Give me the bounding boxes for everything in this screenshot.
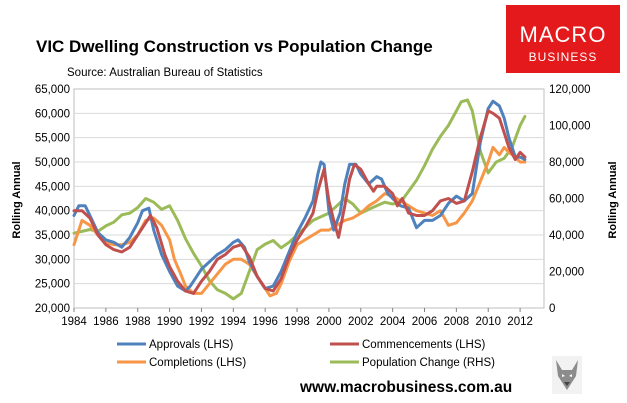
y-axis-right-ticks: 0 20,000 40,000 60,000 80,000 100,000 120,000 <box>549 84 591 315</box>
x-tick-label: 1996 <box>252 316 278 328</box>
y-right-tick-label: 40,000 <box>549 230 584 242</box>
legend-label-approvals: Approvals (LHS) <box>149 339 234 351</box>
legend-label-population: Population Change (RHS) <box>362 357 495 369</box>
y-right-tick-label: 60,000 <box>549 194 584 206</box>
x-tick-label: 2010 <box>475 316 501 328</box>
y-left-tick-label: 30,000 <box>35 254 70 266</box>
x-tick-label: 2012 <box>507 316 533 328</box>
y-left-tick-label: 35,000 <box>35 230 70 242</box>
macrobusiness-logo: MACRO BUSINESS <box>506 5 620 73</box>
x-tick-label: 2004 <box>380 316 406 328</box>
chart-subtitle: Source: Australian Bureau of Statistics <box>67 67 263 79</box>
x-tick-label: 1998 <box>284 316 310 328</box>
y-axis-left-ticks: 20,000 25,000 30,000 35,000 40,000 45,000 50,0… <box>35 84 70 315</box>
y-left-tick-label: 25,000 <box>35 279 70 291</box>
y-left-tick-label: 65,000 <box>35 84 70 96</box>
logo-line2: BUSINESS <box>529 50 598 64</box>
y-left-tick-label: 20,000 <box>35 303 70 315</box>
logo-line1: MACRO <box>520 22 607 47</box>
y-right-tick-label: 80,000 <box>549 157 584 169</box>
x-tick-label: 2000 <box>316 316 342 328</box>
x-tick-label: 1994 <box>221 316 247 328</box>
chart-title: VIC Dwelling Construction vs Population … <box>36 37 433 56</box>
x-tick-label: 1992 <box>189 316 215 328</box>
legend-label-commencements: Commencements (LHS) <box>362 339 486 351</box>
logo-background <box>506 5 620 73</box>
x-axis-ticks: 1984 1986 1988 1990 1992 1994 1996 1998 2000 2002… <box>61 308 533 328</box>
y-right-tick-label: 0 <box>549 303 555 315</box>
y-left-tick-label: 45,000 <box>35 181 70 193</box>
legend-label-completions: Completions (LHS) <box>149 357 246 369</box>
x-tick-label: 1984 <box>61 316 87 328</box>
x-tick-label: 2002 <box>348 316 374 328</box>
website-url: www.macrobusiness.com.au <box>299 379 512 396</box>
y-right-tick-label: 20,000 <box>549 267 584 279</box>
series-line-commencements <box>72 109 527 295</box>
y-left-tick-label: 50,000 <box>35 157 70 169</box>
series-layer <box>72 98 527 301</box>
y-axis-left-label: Rolling Annual <box>11 161 23 238</box>
x-tick-label: 1986 <box>93 316 119 328</box>
series-line-completions <box>72 145 527 298</box>
x-tick-label: 2006 <box>412 316 438 328</box>
x-tick-label: 1990 <box>157 316 183 328</box>
wolf-logo-icon <box>552 356 582 394</box>
x-tick-label: 2008 <box>444 316 470 328</box>
y-left-tick-label: 55,000 <box>35 133 70 145</box>
y-right-tick-label: 120,000 <box>549 84 591 96</box>
x-tick-label: 1988 <box>125 316 151 328</box>
y-left-tick-label: 60,000 <box>35 108 70 120</box>
y-axis-right-label: Rolling Annual <box>607 161 619 238</box>
legend: Approvals (LHS) Commencements (LHS) Comp… <box>117 339 495 369</box>
y-right-tick-label: 100,000 <box>549 121 591 133</box>
y-left-tick-label: 40,000 <box>35 206 70 218</box>
